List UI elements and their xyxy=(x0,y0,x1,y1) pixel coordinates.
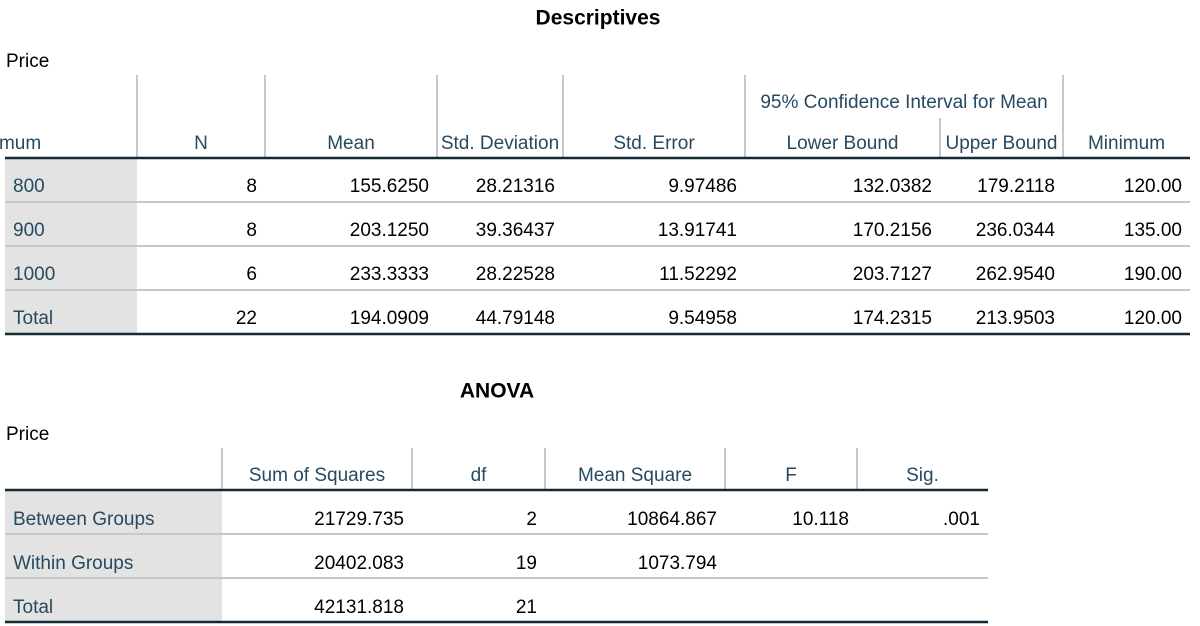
cell: 10864.867 xyxy=(627,509,717,530)
cell: 203.1250 xyxy=(350,220,429,241)
cell: 135.00 xyxy=(1124,220,1182,241)
variable-label: Price xyxy=(6,51,49,72)
cell: 11.52292 xyxy=(659,264,737,285)
row-header: 800 xyxy=(13,176,45,197)
cell: 10.118 xyxy=(792,509,849,530)
cell: 28.21316 xyxy=(476,176,555,197)
cell: 179.2118 xyxy=(977,176,1055,197)
cell: 213.9503 xyxy=(976,308,1055,329)
cell: 21729.735 xyxy=(314,509,404,530)
cell: 120.00 xyxy=(1124,176,1182,197)
row-header: Total xyxy=(13,597,53,618)
column-header: Maximum xyxy=(0,133,41,154)
table-title: ANOVA xyxy=(460,380,534,403)
cell: 236.0344 xyxy=(976,220,1056,241)
row-header: Within Groups xyxy=(13,553,133,574)
cell: 8 xyxy=(246,176,257,197)
row-header-bg xyxy=(5,490,222,622)
cell: 174.2315 xyxy=(853,308,932,329)
row-header: 1000 xyxy=(13,264,55,285)
row-header: Total xyxy=(13,308,53,329)
cell: 44.79148 xyxy=(476,308,555,329)
column-header: Lower Bound xyxy=(787,133,899,154)
cell: .001 xyxy=(943,509,980,530)
cell: 28.22528 xyxy=(476,264,555,285)
cell: 22 xyxy=(236,308,257,329)
cell: 42131.818 xyxy=(314,597,404,618)
column-header: Std. Deviation xyxy=(441,133,559,154)
column-header: N xyxy=(194,133,208,154)
cell: 132.0382 xyxy=(853,176,932,197)
cell: 13.91741 xyxy=(658,220,737,241)
cell: 20402.083 xyxy=(314,553,404,574)
row-header: 900 xyxy=(13,220,45,241)
column-header: Mean Square xyxy=(578,465,692,486)
cell: 155.6250 xyxy=(350,176,429,197)
column-header: df xyxy=(471,465,488,486)
cell: 19 xyxy=(516,553,537,574)
cell: 194.0909 xyxy=(350,308,429,329)
column-header: Sum of Squares xyxy=(249,465,385,486)
cell: 2 xyxy=(526,509,537,530)
cell: 9.54958 xyxy=(668,308,737,329)
cell: 170.2156 xyxy=(853,220,932,241)
column-header: Std. Error xyxy=(613,133,695,154)
column-header: F xyxy=(785,465,797,486)
cell: 8 xyxy=(246,220,257,241)
variable-label: Price xyxy=(6,424,49,445)
column-header: Sig. xyxy=(906,465,939,486)
cell: 262.9540 xyxy=(976,264,1055,285)
column-header: Minimum xyxy=(1088,133,1165,154)
cell: 39.36437 xyxy=(476,220,555,241)
cell: 190.00 xyxy=(1124,264,1182,285)
cell: 6 xyxy=(246,264,257,285)
table-title: Descriptives xyxy=(536,7,661,30)
cell: 1073.794 xyxy=(638,553,718,574)
cell: 203.7127 xyxy=(853,264,932,285)
cell: 9.97486 xyxy=(668,176,737,197)
column-group-header: 95% Confidence Interval for Mean xyxy=(760,92,1047,113)
cell: 21 xyxy=(516,597,537,618)
column-header: Mean xyxy=(327,133,375,154)
cell: 233.3333 xyxy=(350,264,429,285)
row-header: Between Groups xyxy=(13,509,155,530)
column-header: Upper Bound xyxy=(946,133,1058,154)
cell: 120.00 xyxy=(1124,308,1182,329)
